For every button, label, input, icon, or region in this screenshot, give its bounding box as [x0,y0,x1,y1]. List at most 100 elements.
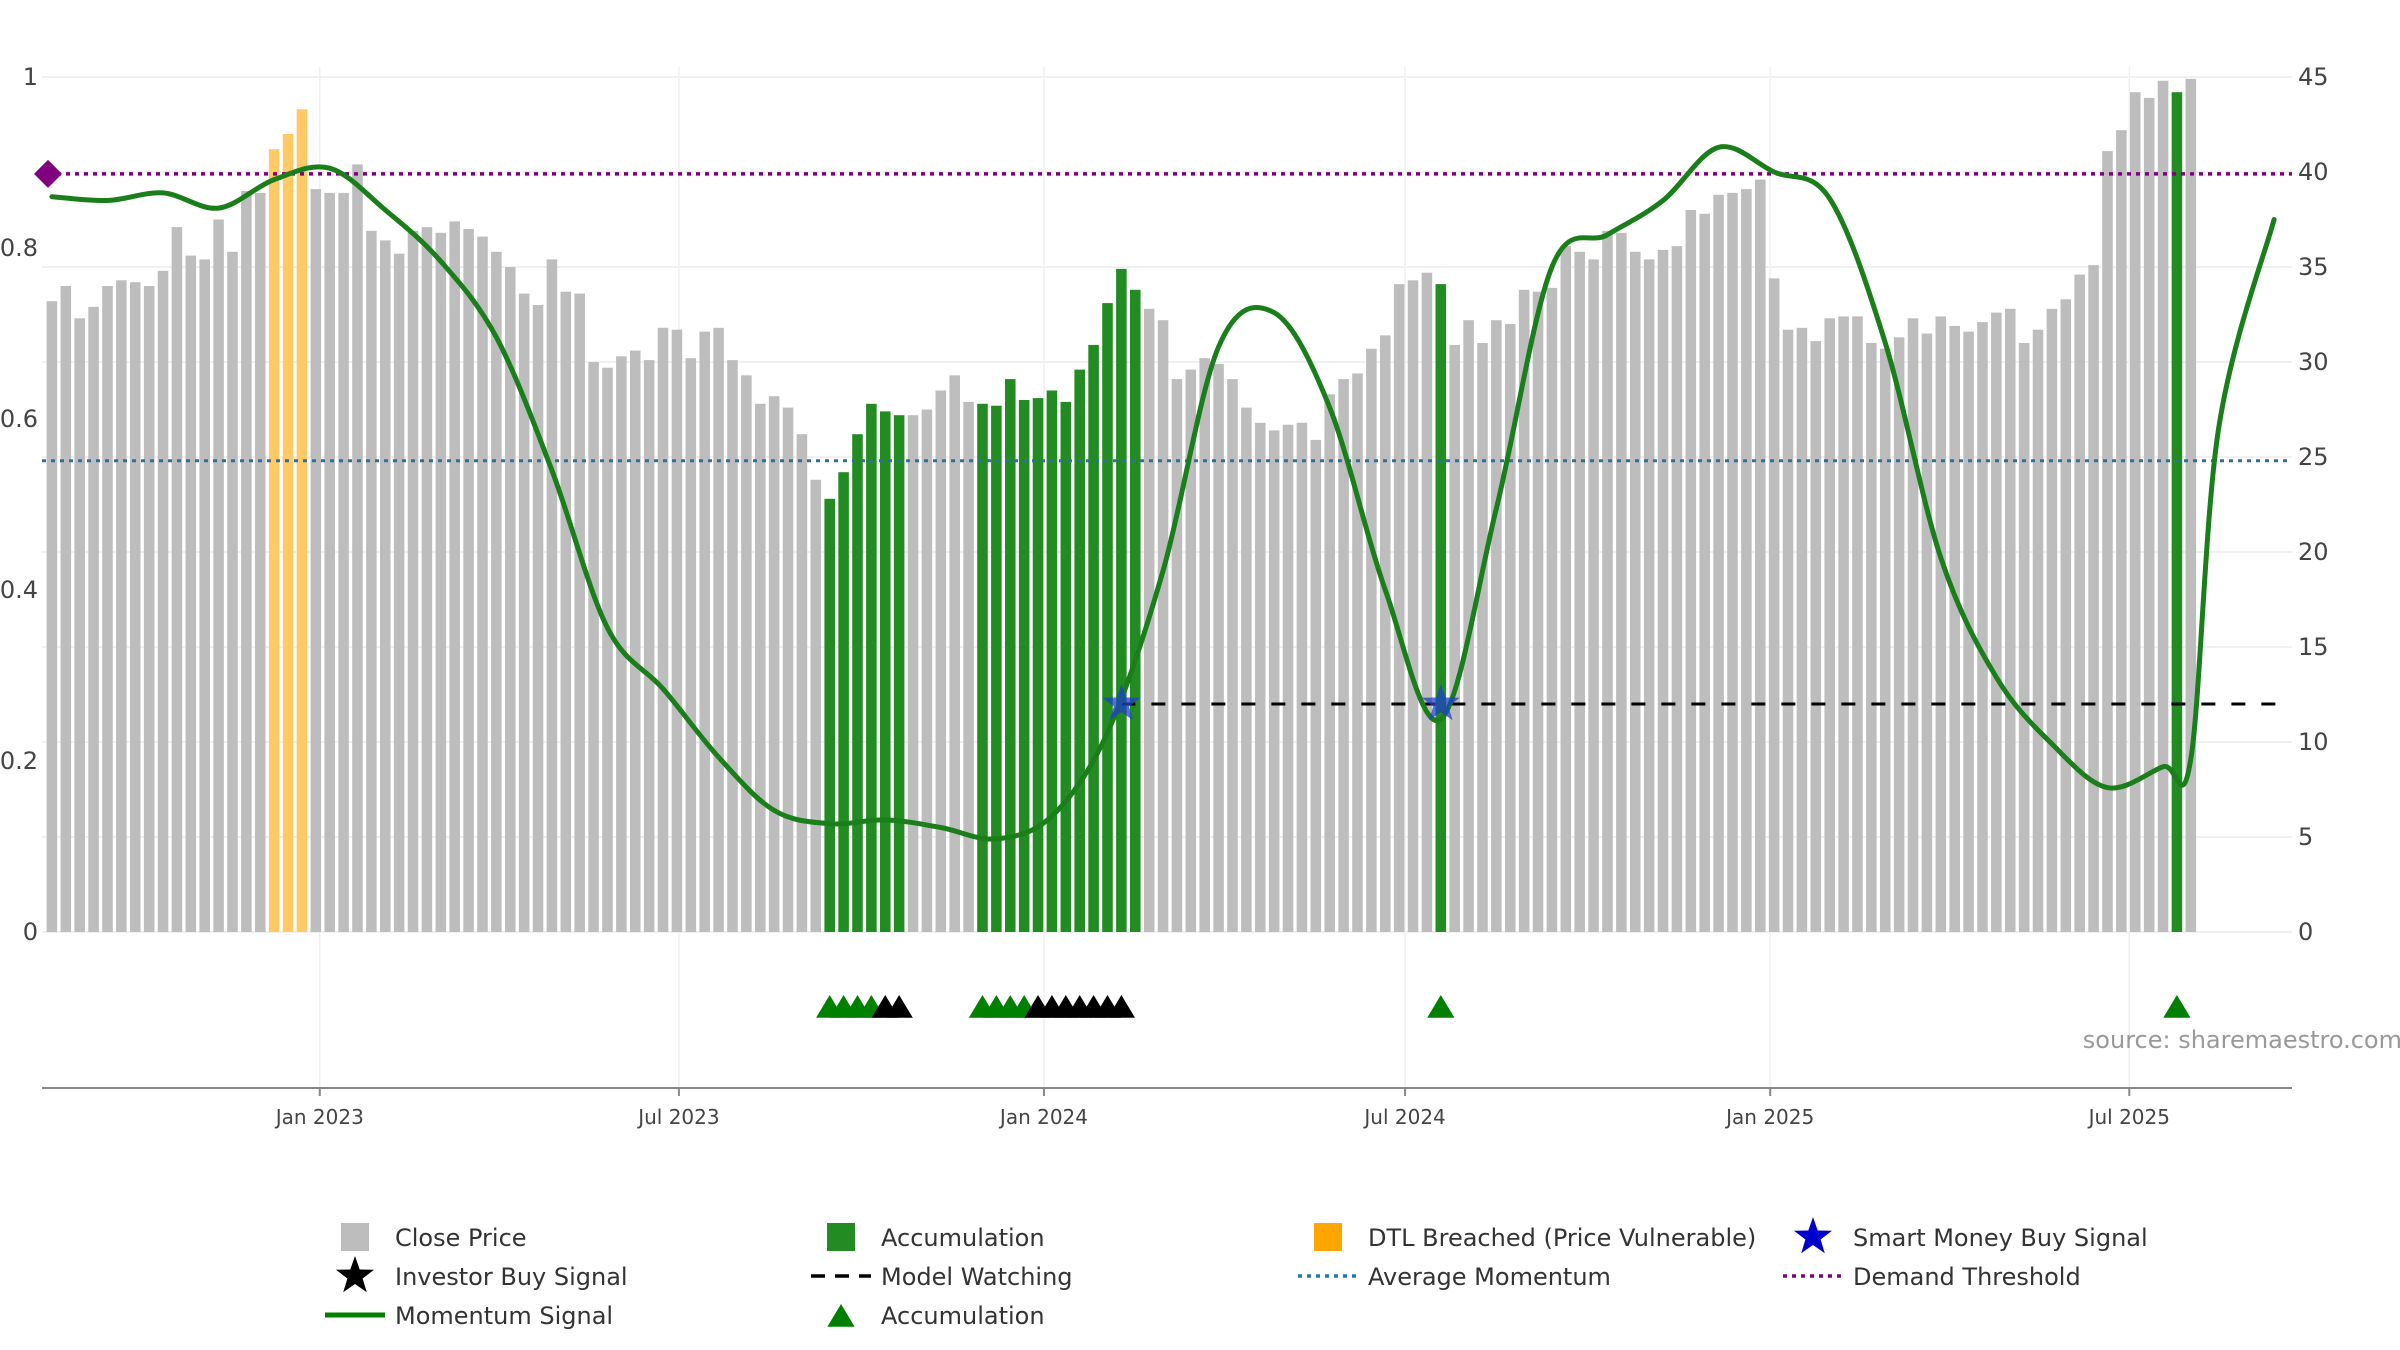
close-price-bar [1477,343,1488,932]
close-price-bar [1685,210,1697,932]
y-left-tick-label: 0.6 [0,405,38,433]
close-price-bar [1879,348,1891,932]
y-right-tick-label: 30 [2298,348,2329,376]
close-price-bar [1254,422,1266,932]
close-price-bar [1588,259,1599,932]
close-price-bar [171,227,183,933]
close-price-bar [352,164,363,932]
legend-star-icon [336,1256,374,1293]
close-price-bar [324,192,335,932]
signal-markers [816,684,2191,1018]
y-right-tick-label: 5 [2298,823,2313,851]
close-price-bar [2185,78,2197,932]
y-left-tick-label: 0.8 [0,234,38,262]
close-price-bar [435,232,447,933]
accumulation-bar [1018,400,1030,932]
legend-label: Investor Buy Signal [395,1263,628,1291]
legend-item: Average Momentum [1298,1263,1611,1291]
close-price-bar [1504,324,1516,932]
close-price-bar [1449,344,1460,932]
y-left-tick-label: 0.2 [0,747,38,775]
close-price-bar [629,350,641,933]
close-price-bar [129,282,141,932]
accumulation-bar [1102,303,1113,933]
close-price-bar [199,259,210,932]
legend-label: Close Price [395,1224,527,1252]
close-price-bar [1713,194,1724,933]
demand-threshold-marker [34,159,62,188]
y-right-tick-label: 10 [2298,728,2329,756]
dtl-breached-bar [296,109,308,933]
investor-buy-triangle [885,995,913,1018]
close-price-bar [1699,213,1710,933]
smart-money-buy-star [1102,684,1141,721]
close-price-bar [921,409,933,932]
close-price-bar [754,403,766,932]
accumulation-bar [1435,284,1447,933]
close-price-bar [588,362,599,932]
dtl-breached-bar [268,149,280,932]
close-price-bar [1268,430,1280,932]
close-price-bar [1977,322,1988,933]
close-price-bar [1324,394,1335,932]
legend-star-icon [1794,1217,1832,1254]
close-price-bar [810,479,822,932]
close-price-bar [518,293,530,933]
accumulation-bar [1046,390,1058,932]
close-price-bar [88,306,99,932]
close-price-bar [379,240,391,932]
close-price-bar [46,301,58,932]
legend-item: Smart Money Buy Signal [1794,1217,2148,1254]
close-price-bar [1199,358,1210,932]
legend-item: DTL Breached (Price Vulnerable) [1314,1223,1756,1252]
accumulation-bar [852,434,863,932]
close-price-bar [310,189,322,933]
price-bars [46,78,2197,933]
y-right-tick-label: 0 [2298,918,2313,946]
close-price-bar [1824,318,1835,932]
close-price-bar [1782,329,1794,932]
close-price-bar [227,251,238,933]
close-price-bar [560,291,572,932]
legend-label: Accumulation [881,1224,1045,1252]
close-price-bar [185,255,197,933]
close-price-bar [1657,249,1669,932]
legend-item: Accumulation [827,1223,1045,1252]
close-price-bar [1157,320,1169,932]
close-price-bar [616,356,627,932]
close-price-bar [2018,343,2030,932]
accumulation-bar [991,405,1002,932]
close-price-bar [1602,230,1613,932]
close-price-bar [685,358,697,932]
close-price-bar [1852,316,1863,932]
accumulation-bar [1088,344,1099,932]
close-price-bar [1629,251,1641,933]
close-price-bar [1185,369,1197,933]
close-price-bar [1366,348,1377,932]
accumulation-bar [824,498,835,932]
close-price-bar [213,219,224,932]
close-price-bar [421,227,433,933]
close-price-bar [574,293,585,933]
close-price-bar [1393,284,1405,933]
legend-label: Average Momentum [1368,1263,1611,1291]
close-price-bar [254,192,266,932]
signal-lines [34,144,2292,842]
y-right-tick-label: 40 [2298,158,2329,186]
close-price-bar [1921,333,1933,932]
legend-item: Close Price [341,1223,527,1252]
close-price-bar [768,396,780,932]
close-price-bar [1727,192,1738,932]
legend-label: DTL Breached (Price Vulnerable) [1368,1224,1756,1252]
close-price-bar [74,318,85,932]
close-price-bar [1282,424,1294,932]
close-price-bar [602,367,613,932]
y-right-tick-label: 45 [2298,63,2329,91]
investor-buy-triangle [1107,995,1136,1018]
close-price-bar [102,286,113,932]
close-price-bar [491,251,502,933]
legend-label: Model Watching [881,1263,1073,1291]
accumulation-bar [1074,369,1085,933]
close-price-bar [1796,327,1808,932]
close-price-bar [1338,379,1349,933]
